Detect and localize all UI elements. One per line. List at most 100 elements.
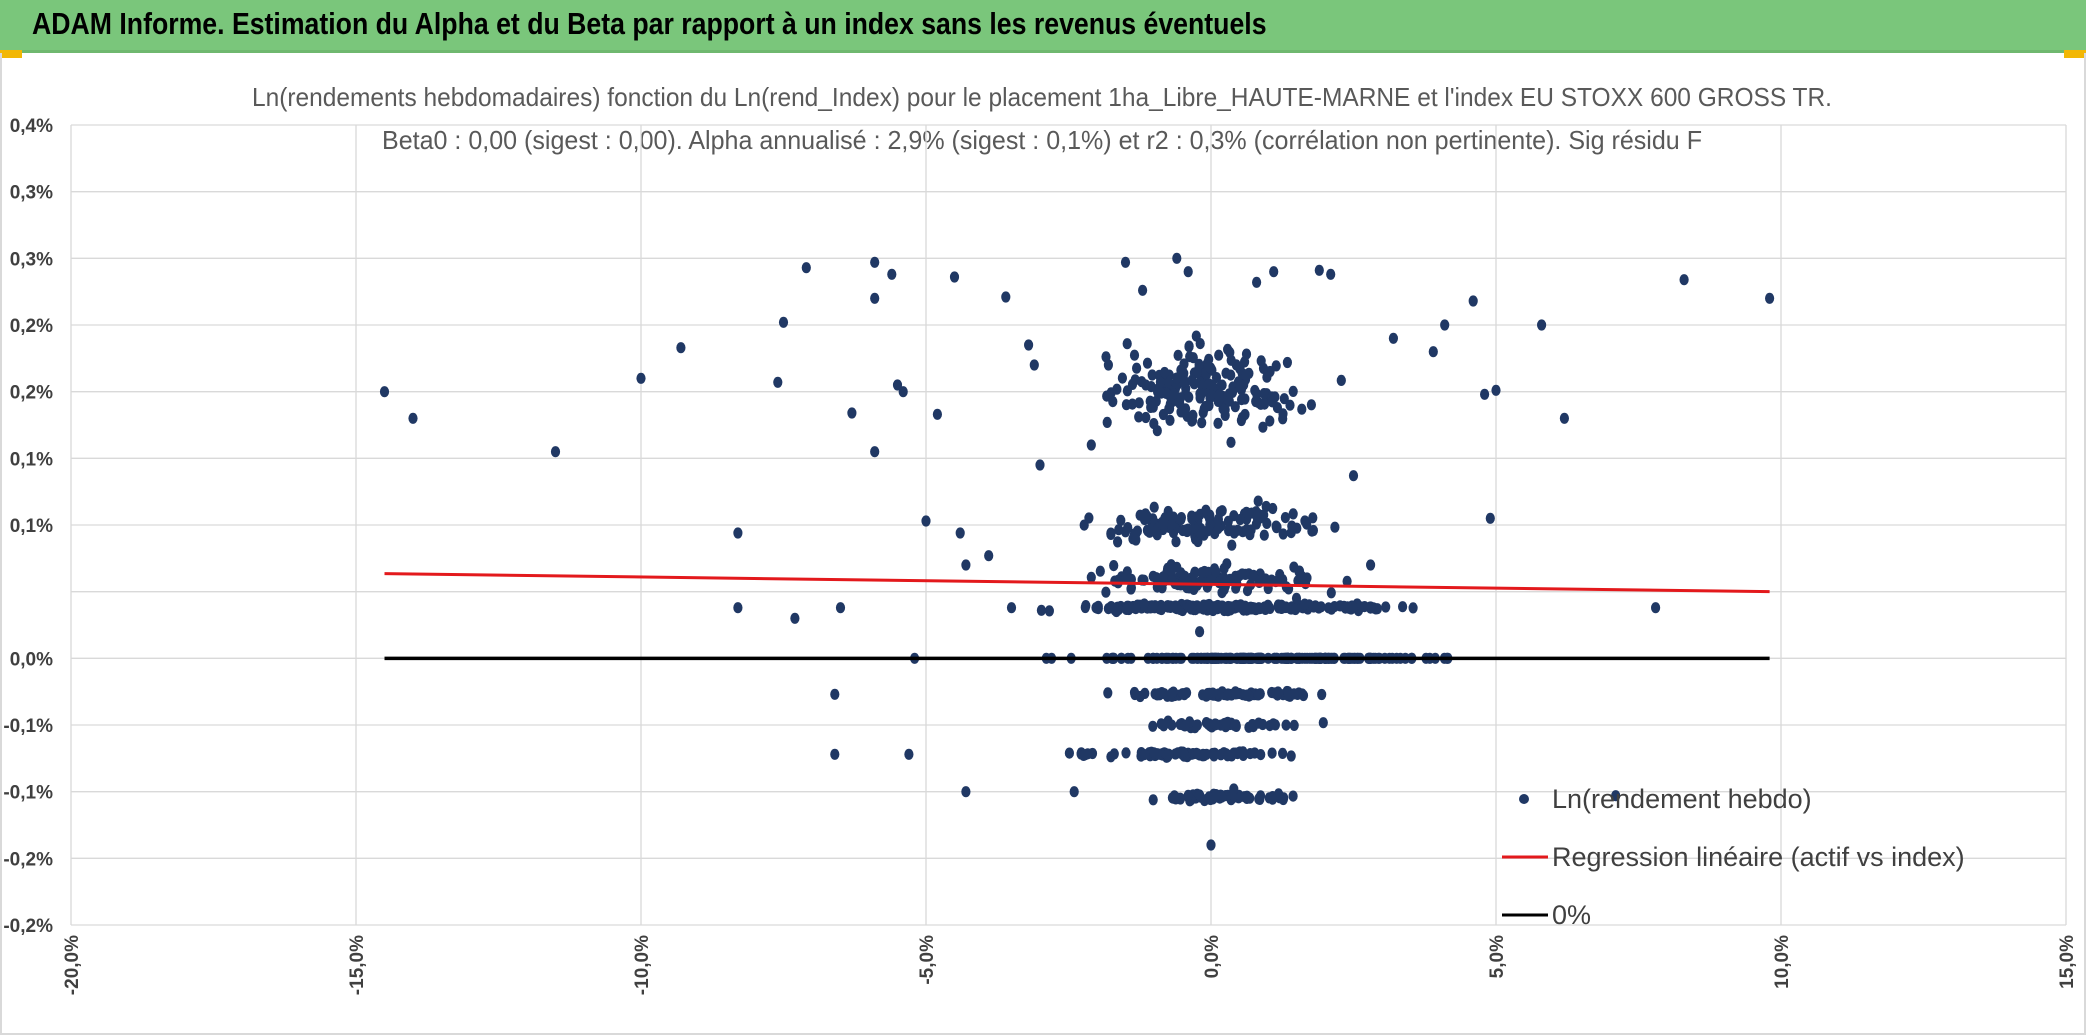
- data-point: [1086, 571, 1096, 584]
- data-point: [1204, 353, 1214, 365]
- chart-subtitle: Beta0 : 0,00 (sigest : 0,00). Alpha annu…: [382, 125, 1702, 155]
- data-point: [1196, 388, 1206, 400]
- data-point: [1258, 362, 1269, 374]
- data-point: [961, 786, 971, 798]
- data-point: [1147, 369, 1157, 381]
- data-point: [1254, 793, 1264, 805]
- data-point: [1195, 527, 1206, 539]
- chart-area: Ln(rendements hebdomadaires) fonction du…: [0, 53, 2086, 1035]
- data-point: [1148, 720, 1158, 732]
- data-point: [1179, 367, 1189, 379]
- data-point: [1388, 332, 1398, 344]
- data-point: [1137, 376, 1147, 388]
- data-point: [830, 688, 840, 700]
- y-tick-label: -0,1%: [3, 716, 53, 737]
- data-point: [1227, 386, 1238, 398]
- data-point: [1108, 396, 1118, 408]
- data-point: [1102, 416, 1112, 428]
- data-point: [1265, 415, 1275, 427]
- data-point: [1149, 501, 1159, 513]
- data-point: [773, 376, 783, 388]
- chart-title: Ln(rendements hebdomadaires) fonction du…: [252, 82, 1832, 112]
- data-point: [1036, 604, 1046, 616]
- data-point: [1306, 399, 1316, 411]
- data-point: [1205, 392, 1215, 404]
- data-point: [1120, 256, 1131, 268]
- data-point: [1204, 378, 1214, 390]
- data-point: [1241, 506, 1251, 518]
- data-point: [1217, 505, 1227, 517]
- data-point: [1205, 519, 1215, 531]
- data-point: [1282, 356, 1292, 369]
- data-point: [1229, 783, 1239, 795]
- data-point: [1286, 750, 1296, 762]
- data-point: [1209, 750, 1219, 762]
- data-point: [1178, 406, 1188, 418]
- data-point: [1223, 343, 1233, 355]
- data-point: [1316, 601, 1326, 613]
- data-point: [1252, 276, 1262, 288]
- data-point: [1278, 528, 1288, 540]
- data-point: [1279, 393, 1289, 405]
- data-point: [1214, 390, 1224, 403]
- data-point: [1342, 601, 1352, 613]
- data-point: [1206, 839, 1216, 851]
- data-point: [1224, 395, 1234, 407]
- data-point: [1091, 602, 1101, 614]
- data-point: [1268, 793, 1278, 805]
- data-point: [1286, 527, 1296, 539]
- data-point: [1537, 319, 1547, 331]
- y-tick-label: 0,2%: [10, 316, 53, 337]
- data-point: [1485, 512, 1495, 524]
- chart-legend: Ln(rendement hebdo) Regression linéaire …: [1502, 784, 1965, 930]
- data-point: [1255, 602, 1265, 615]
- data-point: [1227, 539, 1237, 551]
- data-point: [1121, 747, 1131, 759]
- data-point: [1278, 793, 1288, 806]
- y-tick-label: 0,2%: [10, 383, 53, 404]
- data-point: [870, 446, 880, 458]
- data-point: [984, 550, 994, 562]
- data-point: [1184, 391, 1194, 403]
- data-point: [1134, 411, 1144, 423]
- data-point: [1267, 747, 1277, 759]
- title-banner: ADAM Informe. Estimation du Alpha et du …: [0, 0, 2086, 53]
- data-point: [1281, 719, 1291, 731]
- data-point: [1083, 748, 1093, 760]
- data-point: [1166, 519, 1176, 531]
- data-point: [1288, 385, 1298, 397]
- data-point: [1141, 411, 1151, 424]
- data-point: [1211, 790, 1221, 802]
- data-point: [1197, 567, 1207, 579]
- data-point: [1149, 747, 1159, 759]
- data-point: [1271, 520, 1281, 532]
- data-point: [1326, 268, 1336, 280]
- data-point: [1290, 603, 1300, 616]
- corner-accent-right: [2064, 50, 2086, 58]
- data-point: [1132, 525, 1142, 537]
- data-point: [1651, 602, 1661, 614]
- data-point: [1297, 688, 1307, 700]
- data-point: [1679, 274, 1689, 286]
- data-point: [1195, 338, 1205, 350]
- data-point: [1111, 605, 1121, 618]
- data-point: [1101, 586, 1111, 598]
- y-tick-label: 0,3%: [10, 183, 53, 204]
- data-point: [1172, 372, 1182, 384]
- data-point: [1199, 599, 1209, 611]
- data-point: [550, 446, 561, 458]
- data-point: [1291, 592, 1302, 604]
- data-point: [1245, 529, 1255, 541]
- data-point: [1109, 560, 1119, 572]
- data-point: [790, 612, 800, 624]
- data-point: [921, 515, 931, 527]
- data-point: [1159, 720, 1169, 732]
- data-point: [1171, 791, 1181, 804]
- data-point: [1146, 525, 1156, 537]
- data-point: [1308, 512, 1318, 524]
- data-point: [1183, 523, 1193, 535]
- data-point: [1164, 377, 1174, 389]
- data-point: [892, 379, 903, 391]
- data-point: [1185, 716, 1195, 728]
- y-tick-label: -0,1%: [3, 783, 53, 804]
